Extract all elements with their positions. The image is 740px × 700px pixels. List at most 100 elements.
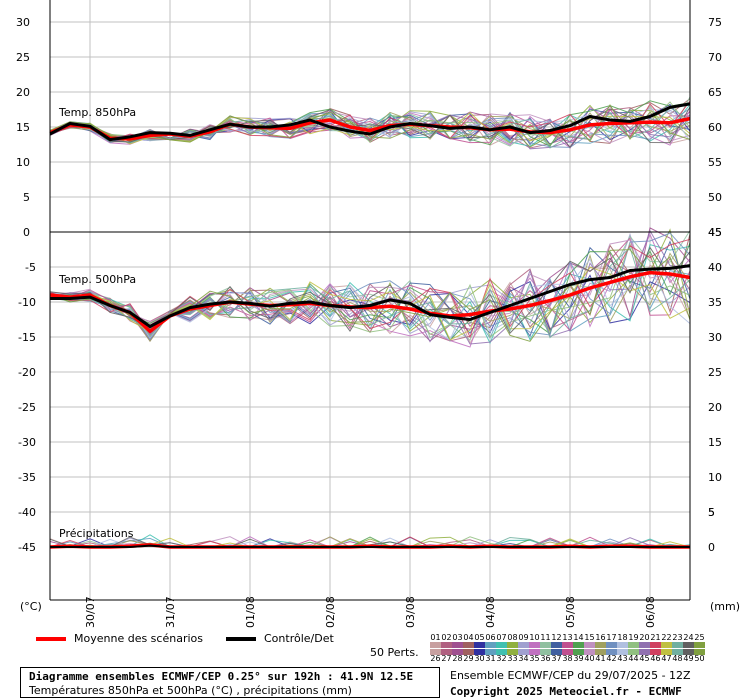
- tick-precip-right: 0: [708, 541, 715, 554]
- member-number: 20: [639, 633, 650, 642]
- legend-control: Contrôle/Det: [226, 632, 334, 645]
- member-swatch-38: 38: [562, 649, 573, 663]
- member-number: 38: [562, 654, 573, 663]
- member-number: 23: [672, 633, 683, 642]
- tick-500-right: 25: [708, 366, 722, 379]
- member-swatch-24: 24: [683, 634, 694, 648]
- member-color: [639, 649, 650, 655]
- member-swatch-36: 36: [540, 649, 551, 663]
- mean-line-500: [49, 270, 691, 334]
- tick-850-right: 65: [708, 86, 722, 99]
- member-swatch-16: 16: [595, 633, 606, 648]
- member-number: 33: [507, 654, 518, 663]
- member-number: 30: [474, 654, 485, 663]
- member-color: [595, 642, 606, 648]
- date-label: 04/08: [484, 596, 497, 628]
- member-number: 16: [595, 633, 606, 642]
- member-swatch-12: 12: [551, 634, 562, 648]
- legend-control-label: Contrôle/Det: [264, 632, 334, 645]
- member-color: [661, 649, 672, 655]
- member-color: [606, 649, 617, 655]
- member-number: 34: [518, 654, 529, 663]
- member-swatch-49: 49: [683, 649, 694, 663]
- date-label: 06/08: [644, 596, 657, 628]
- member-color: [430, 649, 441, 655]
- member-color: [650, 649, 661, 655]
- member-swatch-18: 18: [617, 634, 628, 648]
- tick-500-left: -25: [18, 401, 36, 414]
- tick-850-right: 45: [708, 226, 722, 239]
- member-color: [617, 642, 628, 648]
- member-swatch-30: 30: [474, 649, 485, 663]
- member-number: 32: [496, 654, 507, 663]
- member-color: [661, 642, 672, 648]
- text-layer: Temp. 850hPa Temp. 500hPa Précipitations…: [16, 16, 740, 628]
- tick-500-left: -10: [18, 296, 36, 309]
- member-swatch-26: 26: [430, 649, 441, 663]
- tick-500-right: 15: [708, 436, 722, 449]
- member-number: 43: [617, 654, 628, 663]
- member-number: 10: [529, 633, 540, 642]
- member-number: 44: [628, 654, 639, 663]
- member-color: [683, 649, 694, 655]
- member-color: [595, 649, 606, 655]
- control-line-500: [50, 264, 691, 328]
- member-number: 40: [584, 654, 595, 663]
- member-number: 06: [485, 633, 496, 642]
- member-number: 14: [573, 633, 584, 642]
- member-swatch-03: 03: [452, 634, 463, 648]
- member-swatch-29: 29: [463, 649, 474, 663]
- member-swatch-13: 13: [562, 634, 573, 648]
- tick-850-right: 75: [708, 16, 722, 29]
- footer-subtitle: Températures 850hPa et 500hPa (°C) , pré…: [29, 684, 352, 697]
- date-label: 02/08: [324, 596, 337, 628]
- legend-mean-swatch: [36, 637, 66, 641]
- member-swatch-33: 33: [507, 649, 518, 663]
- control-line-precip: [50, 544, 690, 548]
- date-label: 01/08: [244, 596, 257, 628]
- legend-control-swatch: [226, 637, 256, 641]
- member-number: 41: [595, 654, 606, 663]
- member-swatch-44: 44: [628, 649, 639, 663]
- member-swatch-47: 47: [661, 649, 672, 663]
- member-number: 29: [463, 654, 474, 663]
- tick-500-left: -30: [18, 436, 36, 449]
- member-number: 50: [694, 654, 705, 663]
- tick-500-left: -5: [25, 261, 36, 274]
- member-color: [683, 642, 694, 648]
- member-color: [485, 642, 496, 648]
- member-color: [474, 642, 485, 648]
- member-number: 04: [463, 633, 474, 642]
- member-color: [441, 649, 452, 655]
- member-swatch-10: 10: [529, 633, 540, 648]
- member-number: 27: [441, 654, 452, 663]
- panel-precip-label: Précipitations: [59, 527, 134, 540]
- member-color: [694, 642, 705, 648]
- tick-500-left: -45: [18, 541, 36, 554]
- tick-850-right: 50: [708, 191, 722, 204]
- member-number: 19: [628, 633, 639, 642]
- member-color: [463, 642, 474, 648]
- member-swatch-43: 43: [617, 649, 628, 663]
- member-swatch-25: 25: [694, 633, 705, 648]
- member-swatch-19: 19: [628, 633, 639, 648]
- date-label: 31/07: [164, 596, 177, 628]
- member-swatch-35: 35: [529, 649, 540, 663]
- tick-500-left: -15: [18, 331, 36, 344]
- tick-precip-right: 5: [708, 506, 715, 519]
- member-swatch-01: 01: [430, 634, 441, 648]
- member-color: [584, 649, 595, 655]
- tick-850-left: 20: [16, 86, 30, 99]
- member-color: [540, 649, 551, 655]
- member-number: 25: [694, 633, 705, 642]
- member-swatch-28: 28: [452, 649, 463, 663]
- tick-850-right: 70: [708, 51, 722, 64]
- member-number: 02: [441, 633, 452, 642]
- member-color: [606, 642, 617, 648]
- member-legend: 01 02 03 04 05 06 07 08 09 10 11 12 13 14 15 16 17 18 19 20…: [430, 634, 705, 668]
- member-color: [507, 642, 518, 648]
- member-color: [573, 649, 584, 655]
- member-swatch-23: 23: [672, 633, 683, 648]
- panel-850-label: Temp. 850hPa: [58, 106, 136, 119]
